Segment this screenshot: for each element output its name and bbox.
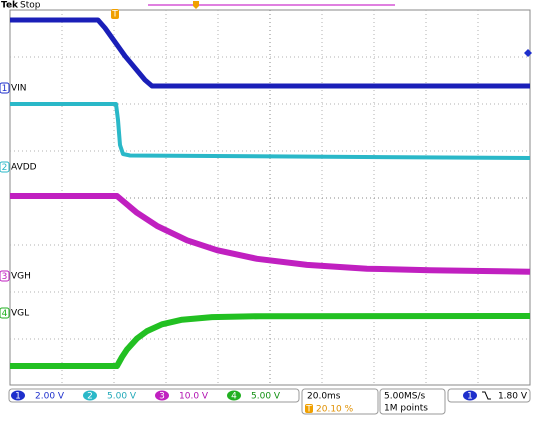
channel-label: VGL	[11, 309, 29, 319]
channel-marker-box	[0, 161, 10, 173]
trigger-marker-box	[111, 9, 119, 19]
status-bar: 1 2.00 V 2 5.00 V 3 10.0 V 4 5.00 V 20.0ms T 20…	[8, 388, 531, 415]
status: Stop	[20, 1, 41, 11]
channel-scale: 2.00 V	[35, 392, 65, 402]
trigger-source: 1	[467, 392, 473, 402]
channel-number: 2	[87, 392, 93, 402]
channel-marker: 3	[2, 272, 8, 282]
trace-vgh	[10, 193, 531, 275]
trigger-icon-box	[305, 404, 313, 413]
channel-marker: 2	[2, 163, 8, 173]
trace-vin	[10, 17, 530, 89]
channel-number: 3	[159, 392, 165, 402]
channel-marker-box	[0, 307, 10, 319]
channel-scale: 5.00 V	[107, 392, 137, 402]
channel-marker: 4	[2, 309, 8, 319]
trigger-slope	[482, 391, 491, 400]
brand: Tek	[1, 1, 19, 11]
acquisition-box	[379, 388, 446, 415]
channel-marker-box	[0, 82, 10, 94]
channel-marker: 1	[2, 84, 8, 94]
trigger-icon: T	[305, 405, 312, 415]
channel-number: 1	[15, 392, 21, 402]
channel-badge	[83, 390, 97, 401]
channel-badge	[11, 390, 25, 401]
vertical-box	[8, 388, 300, 403]
timebase-box	[301, 388, 379, 415]
channel-badge	[155, 390, 169, 401]
channel-scale: 10.0 V	[179, 392, 209, 402]
channel-label: VIN	[11, 84, 27, 94]
channel-scales: 1 2.00 V 2 5.00 V 3 10.0 V 4 5.00 V	[11, 390, 281, 402]
timebase-scale: 20.0ms	[307, 392, 341, 402]
sample-rate: 5.00MS/s	[384, 392, 426, 402]
trigger-position-marker	[193, 1, 199, 9]
channel-number: 4	[231, 392, 237, 402]
channel-label: AVDD	[11, 163, 37, 173]
trigger-marker: T	[111, 10, 118, 20]
trace-vgl	[10, 313, 531, 369]
trace-avdd	[10, 102, 531, 160]
channel-markers: 1 VIN 2 AVDD 3 VGH 4 VGL	[0, 82, 37, 319]
trigger-level-marker	[524, 49, 532, 57]
channel-marker-box	[0, 270, 10, 282]
record-length: 1M points	[384, 404, 428, 414]
channel-scale: 5.00 V	[251, 392, 281, 402]
trigger-source-badge	[463, 390, 477, 401]
trigger-position: 20.10 %	[316, 405, 354, 415]
trigger-level: 1.80 V	[498, 392, 528, 402]
channel-badge	[227, 390, 241, 401]
channel-label: VGH	[11, 272, 31, 282]
